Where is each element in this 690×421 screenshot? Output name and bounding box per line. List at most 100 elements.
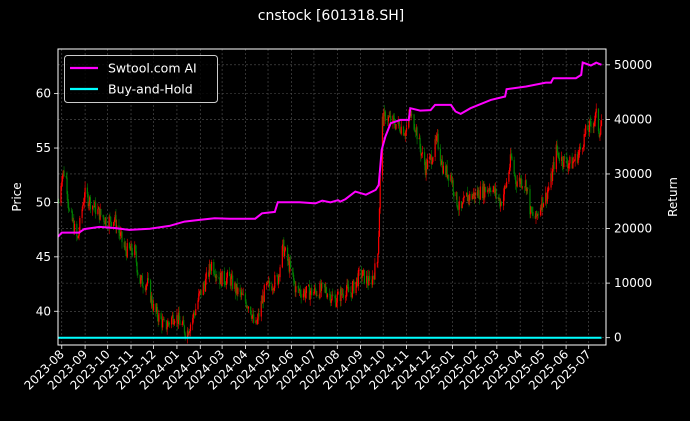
candle-body: [235, 283, 237, 294]
candle-body: [510, 154, 512, 157]
candle-body: [425, 161, 427, 175]
candle-body: [426, 159, 429, 169]
candle-body: [548, 187, 550, 191]
candle-body: [413, 114, 415, 130]
candle-body: [288, 259, 290, 272]
candle-body: [524, 180, 527, 188]
candle-body: [99, 209, 101, 220]
candle-body: [274, 275, 276, 288]
candle-body: [494, 188, 496, 194]
y2-tick-label: 30000: [614, 167, 652, 181]
candle-body: [572, 161, 574, 169]
candle-body: [66, 177, 68, 195]
candle-body: [224, 282, 226, 285]
candle-body: [509, 167, 511, 172]
candle-body: [492, 189, 494, 192]
candle-body: [584, 134, 586, 135]
candle-body: [500, 202, 502, 207]
candle-body: [514, 173, 516, 177]
candle-body: [482, 183, 484, 199]
y-tick-label: 40: [36, 304, 51, 318]
candle-body: [131, 252, 134, 256]
candle-body: [313, 292, 315, 296]
candle-body: [245, 301, 247, 308]
candle-body: [82, 204, 84, 210]
candle-body: [89, 197, 91, 210]
candle-body: [355, 281, 357, 294]
y2-axis-label: Return: [666, 177, 680, 217]
candle-body: [369, 275, 371, 280]
candle-body: [542, 197, 544, 208]
candle-body: [463, 196, 465, 203]
candle-body: [305, 293, 307, 298]
candle-body: [250, 306, 252, 315]
candle-body: [509, 154, 512, 168]
candle-body: [165, 320, 167, 330]
candle-body: [571, 156, 573, 169]
candle-body: [182, 320, 184, 324]
candle-body: [177, 315, 179, 324]
candle-body: [92, 205, 94, 210]
candle-body: [536, 211, 538, 216]
candle-body: [193, 312, 195, 314]
candle-body: [373, 276, 375, 280]
candle-body: [309, 292, 311, 300]
candle-body: [88, 204, 90, 207]
candle-body: [181, 323, 183, 326]
candle-body: [472, 192, 475, 197]
candle-body: [419, 137, 421, 149]
candle-body: [266, 281, 268, 284]
candle-body: [58, 202, 60, 204]
candle-body: [530, 206, 533, 212]
candle-body: [84, 187, 86, 198]
candle-body: [156, 307, 158, 318]
candle-body: [399, 124, 401, 131]
candle-body: [283, 250, 286, 256]
candle-body: [577, 154, 579, 163]
candle-body: [114, 214, 116, 220]
candle-body: [209, 264, 211, 270]
candle-body: [398, 120, 400, 125]
candle-body: [432, 157, 434, 162]
candle-body: [262, 295, 265, 302]
candle-body: [347, 284, 349, 288]
candle-body: [140, 275, 143, 278]
candle-body: [315, 291, 317, 296]
candle-body: [400, 126, 402, 134]
candle-body: [336, 294, 338, 303]
candle-body: [103, 217, 105, 223]
candle-body: [110, 216, 112, 222]
candle-body: [374, 263, 376, 280]
candle-body: [421, 152, 423, 154]
candle-body: [551, 174, 553, 181]
candle-body: [102, 214, 104, 218]
candle-body: [87, 194, 89, 207]
candle-body: [216, 275, 218, 278]
candle-body: [244, 294, 247, 302]
candle-body: [162, 319, 164, 328]
candle-body: [487, 189, 489, 192]
candle-body: [82, 202, 85, 205]
y-tick-label: 55: [36, 141, 51, 155]
candle-body: [92, 205, 94, 207]
candle-body: [345, 290, 347, 297]
candle-body: [587, 125, 589, 131]
candle-body: [478, 190, 480, 199]
candle-body: [447, 174, 449, 178]
candle-body: [560, 156, 563, 161]
candle-body: [515, 176, 517, 184]
candle-body: [341, 289, 343, 295]
candle-body: [125, 251, 128, 258]
candle-body: [194, 313, 196, 315]
candle-body: [140, 277, 142, 284]
candle-body: [94, 201, 96, 208]
candle-body: [483, 183, 485, 198]
candle-body: [77, 236, 79, 239]
candle-body: [320, 282, 323, 291]
candle-body: [125, 246, 127, 252]
candle-body: [263, 285, 265, 302]
candle-body: [595, 108, 597, 113]
candle-body: [176, 315, 178, 321]
candle-body: [60, 185, 62, 203]
